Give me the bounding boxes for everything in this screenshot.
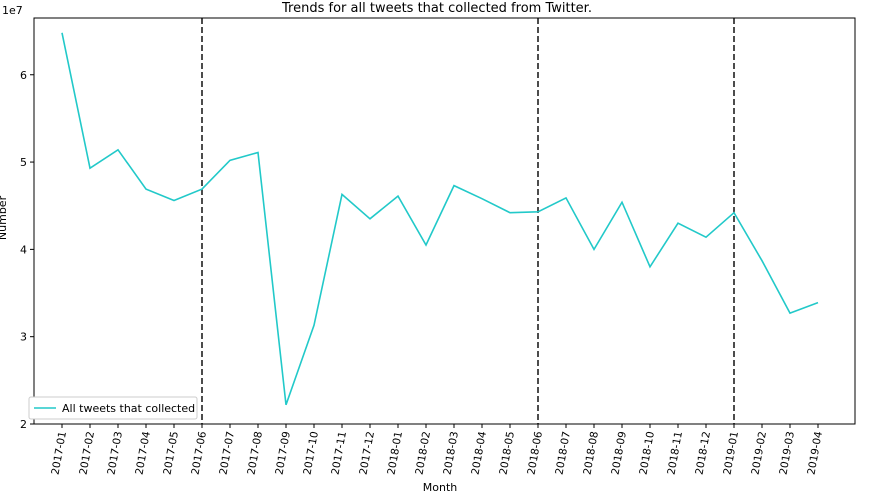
x-tick-label: 2017-03 xyxy=(106,430,125,475)
y-tick-label: 2 xyxy=(20,418,27,431)
plot-frame xyxy=(33,17,856,425)
y-tick-label: 4 xyxy=(20,243,27,256)
x-tick-label: 2018-05 xyxy=(498,430,517,475)
x-tick-label: 2019-02 xyxy=(750,430,769,475)
x-tick-label: 2017-05 xyxy=(162,430,181,475)
x-tick-label: 2018-02 xyxy=(414,430,433,475)
x-tick-label: 2017-09 xyxy=(274,430,293,475)
x-tick-label: 2017-06 xyxy=(190,430,209,476)
x-tick-label: 2017-08 xyxy=(246,430,265,475)
x-tick-label: 2018-01 xyxy=(386,430,405,475)
x-tick-label: 2018-10 xyxy=(638,430,657,475)
x-tick-label: 2018-08 xyxy=(582,430,601,475)
y-tick-label: 3 xyxy=(20,331,27,344)
vertical-markers xyxy=(201,18,735,424)
series-line-all-tweets xyxy=(61,32,819,406)
x-tick-label: 2018-04 xyxy=(470,430,489,476)
x-axis: 2017-01 2017-02 2017-03 2017-04 2017-05 2017-… xyxy=(50,424,825,476)
y-tick-label: 6 xyxy=(20,69,27,82)
x-tick-label: 2017-07 xyxy=(218,430,237,475)
x-tick-label: 2017-12 xyxy=(358,430,377,475)
y-axis-label: Number xyxy=(0,195,9,240)
y-multiplier-label: 1e7 xyxy=(2,4,23,17)
x-tick-label: 2018-11 xyxy=(666,430,685,475)
x-tick-label: 2017-04 xyxy=(134,430,153,476)
x-axis-label: Month xyxy=(423,481,458,494)
x-tick-label: 2017-11 xyxy=(330,430,349,475)
x-tick-label: 2018-03 xyxy=(442,430,461,475)
legend-label: All tweets that collected xyxy=(62,402,195,415)
x-tick-label: 2018-12 xyxy=(694,430,713,475)
legend-box xyxy=(28,396,198,420)
y-tick-label: 5 xyxy=(20,156,27,169)
x-tick-label: 2019-04 xyxy=(806,430,825,476)
x-tick-label: 2018-07 xyxy=(554,430,573,475)
x-tick-label: 2017-02 xyxy=(78,430,97,475)
y-axis: 2 3 4 5 6 xyxy=(20,69,34,431)
x-tick-label: 2017-01 xyxy=(50,430,69,475)
x-tick-label: 2019-01 xyxy=(722,430,741,475)
legend[interactable]: All tweets that collected xyxy=(28,396,198,420)
x-tick-label: 2019-03 xyxy=(778,430,797,475)
x-tick-label: 2018-09 xyxy=(610,430,629,475)
x-tick-label: 2018-06 xyxy=(526,430,545,476)
chart-title: Trends for all tweets that collected fro… xyxy=(281,1,592,16)
x-tick-label: 2017-10 xyxy=(302,430,321,475)
